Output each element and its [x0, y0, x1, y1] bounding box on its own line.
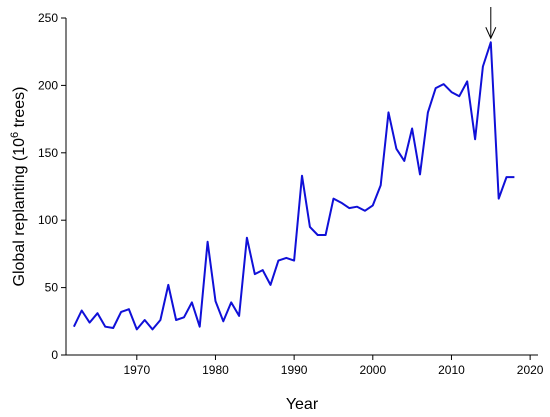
x-tick-label: 2020: [517, 363, 544, 377]
y-axis-title: Global replanting (106 trees): [9, 86, 28, 286]
y-axis-title-suffix: trees): [11, 86, 28, 131]
x-axis-title: Year: [286, 396, 319, 413]
y-tick-label: 250: [38, 11, 58, 25]
x-tick-label: 2000: [359, 363, 386, 377]
annotation-arrow: [485, 7, 497, 40]
y-tick-label: 0: [51, 348, 58, 362]
y-axis-title-prefix: Global replanting (10: [11, 138, 28, 287]
x-tick-label: 1990: [281, 363, 308, 377]
y-axis-title-superscript: 6: [9, 132, 21, 138]
x-ticks: 1970 1980 1990 2000 2010 2020: [123, 355, 544, 377]
x-tick-label: 2010: [438, 363, 465, 377]
y-ticks: 0 50 100 150 200 250: [38, 11, 66, 362]
x-tick-label: 1980: [202, 363, 229, 377]
y-tick-label: 100: [38, 213, 58, 227]
x-tick-label: 1970: [123, 363, 150, 377]
series-line: [72, 41, 515, 331]
y-tick-label: 50: [45, 281, 59, 295]
arrow-head: [485, 27, 497, 40]
y-tick-label: 150: [38, 146, 58, 160]
y-tick-label: 200: [38, 78, 58, 92]
axes: [65, 18, 538, 356]
